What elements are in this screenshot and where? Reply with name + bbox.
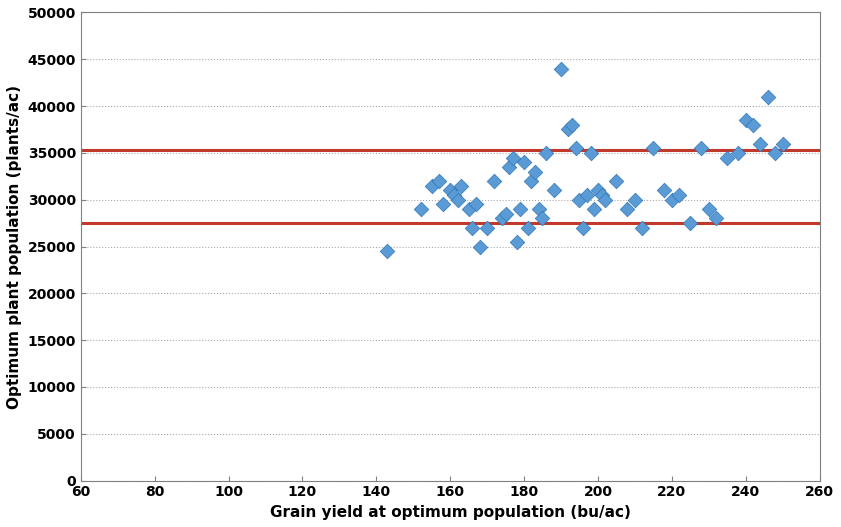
Point	[451, 196, 464, 204]
Point	[595, 191, 608, 199]
Point	[547, 186, 560, 194]
Point	[521, 223, 534, 232]
Point	[695, 144, 708, 152]
Point	[673, 191, 686, 199]
Point	[503, 163, 516, 171]
Point	[454, 181, 468, 190]
Point	[776, 139, 790, 148]
Point	[536, 214, 549, 223]
Point	[584, 149, 597, 157]
Point	[443, 186, 457, 194]
Point	[510, 238, 523, 246]
Point	[554, 64, 568, 73]
Point	[517, 158, 531, 167]
Point	[636, 223, 649, 232]
Point	[381, 247, 394, 256]
Point	[710, 214, 723, 223]
Point	[532, 205, 546, 213]
Point	[665, 196, 679, 204]
Point	[761, 93, 775, 101]
Point	[569, 144, 583, 152]
Point	[739, 116, 753, 124]
Point	[514, 205, 527, 213]
Point	[599, 196, 612, 204]
Point	[769, 149, 782, 157]
Point	[499, 210, 512, 218]
Point	[754, 139, 767, 148]
Point	[702, 205, 716, 213]
Point	[588, 205, 601, 213]
Point	[480, 223, 494, 232]
Point	[495, 214, 509, 223]
Point	[414, 205, 427, 213]
Point	[621, 205, 634, 213]
Point	[462, 205, 475, 213]
Point	[432, 177, 446, 185]
Y-axis label: Optimum plant population (plants/ac): Optimum plant population (plants/ac)	[7, 84, 22, 408]
Point	[506, 153, 520, 162]
Point	[647, 144, 660, 152]
Point	[628, 196, 642, 204]
Point	[539, 149, 553, 157]
Point	[447, 191, 461, 199]
Point	[576, 223, 590, 232]
Point	[684, 219, 697, 227]
Point	[573, 196, 586, 204]
Point	[746, 121, 759, 129]
Point	[469, 200, 483, 209]
Point	[658, 186, 671, 194]
Point	[466, 223, 479, 232]
Point	[580, 191, 594, 199]
X-axis label: Grain yield at optimum population (bu/ac): Grain yield at optimum population (bu/ac…	[270, 505, 631, 520]
Point	[436, 200, 449, 209]
Point	[732, 149, 745, 157]
Point	[528, 168, 542, 176]
Point	[473, 242, 486, 251]
Point	[425, 181, 438, 190]
Point	[565, 121, 579, 129]
Point	[525, 177, 538, 185]
Point	[488, 177, 501, 185]
Point	[721, 153, 734, 162]
Point	[591, 186, 605, 194]
Point	[610, 177, 623, 185]
Point	[562, 125, 575, 134]
